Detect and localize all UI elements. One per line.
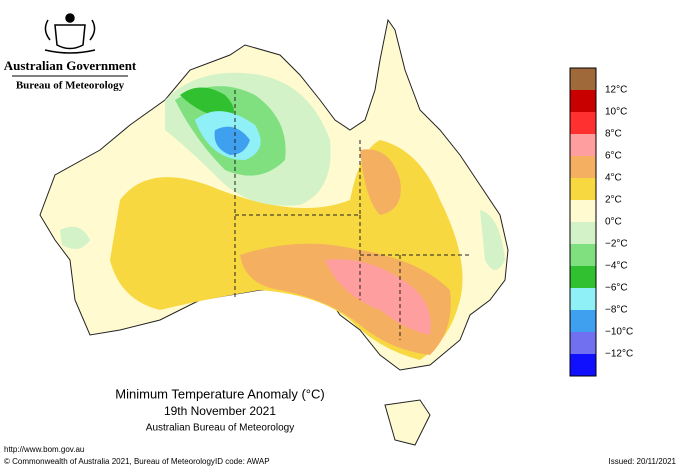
legend-swatch (570, 112, 596, 134)
legend-swatch (570, 68, 596, 90)
legend-label: −8°C (605, 305, 628, 316)
legend-label: 12°C (605, 85, 627, 96)
legend-label: 10°C (605, 107, 627, 118)
footer-copyright: © Commonwealth of Australia 2021, Bureau… (4, 457, 215, 466)
legend-label: 6°C (605, 151, 622, 162)
anomaly-fields (60, 72, 505, 360)
legend-label: −12°C (605, 349, 633, 360)
footer-url: http://www.bom.gov.au (4, 445, 84, 454)
legend-label: −6°C (605, 283, 628, 294)
legend-swatch (570, 156, 596, 178)
legend-swatch (570, 90, 596, 112)
gov-title: Australian Government (4, 58, 137, 73)
map-title: Minimum Temperature Anomaly (°C) (115, 386, 324, 401)
legend-swatch (570, 288, 596, 310)
legend-label: 2°C (605, 195, 622, 206)
legend-frame (569, 67, 597, 377)
legend: 12°C 10°C 8°C 6°C 4°C 2°C 0°C −2°C −4°C −6°C −8°C −… (569, 67, 633, 377)
legend-swatch (570, 266, 596, 288)
map-source: Australian Bureau of Meteorology (146, 423, 294, 434)
legend-swatch (570, 200, 596, 222)
footer-id: ID code: AWAP (215, 457, 270, 466)
footer-issued: Issued: 20/11/2021 (609, 457, 677, 466)
legend-label: 0°C (605, 217, 622, 228)
legend-label: −2°C (605, 239, 628, 250)
legend-swatch (570, 244, 596, 266)
legend-swatch (570, 178, 596, 200)
crest (44, 13, 96, 54)
legend-swatch (570, 354, 596, 376)
legend-swatch (570, 332, 596, 354)
legend-label: −10°C (605, 327, 633, 338)
state-borders (234, 90, 470, 340)
legend-label: 4°C (605, 173, 622, 184)
legend-swatch (570, 222, 596, 244)
bureau-title: Bureau of Meteorology (16, 80, 125, 92)
legend-swatch (570, 134, 596, 156)
legend-swatch (570, 310, 596, 332)
legend-label: −4°C (605, 261, 628, 272)
map-date: 19th November 2021 (164, 404, 276, 418)
legend-label: 8°C (605, 129, 622, 140)
